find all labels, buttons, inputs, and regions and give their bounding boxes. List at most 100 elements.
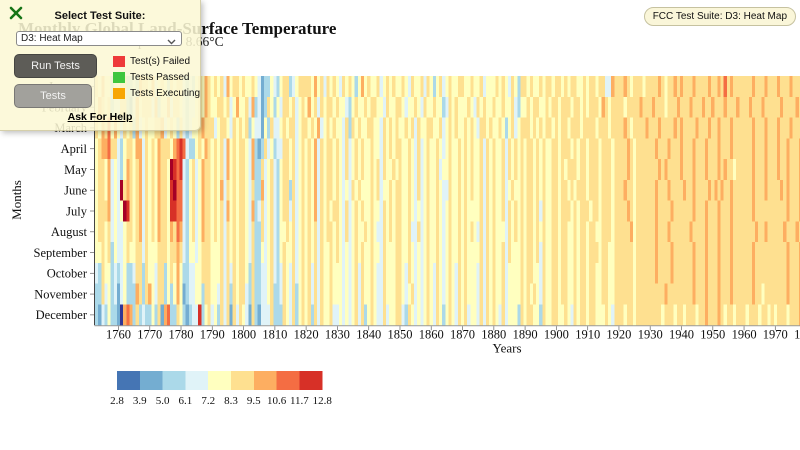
heatmap-cell[interactable] (498, 283, 502, 305)
heatmap-cell[interactable] (726, 179, 731, 201)
heatmap-cell[interactable] (245, 138, 249, 160)
heatmap-cell[interactable] (595, 242, 599, 264)
heatmap-cell[interactable] (554, 200, 559, 222)
heatmap-cell[interactable] (338, 159, 343, 181)
heatmap-cell[interactable] (664, 117, 668, 139)
heatmap-cell[interactable] (138, 200, 143, 222)
heatmap-cell[interactable] (551, 221, 556, 243)
heatmap-cell[interactable] (442, 179, 446, 201)
heatmap-cell[interactable] (116, 159, 121, 181)
heatmap-cell[interactable] (213, 179, 218, 201)
heatmap-cell[interactable] (313, 262, 318, 284)
heatmap-cell[interactable] (379, 96, 384, 118)
heatmap-cell[interactable] (242, 242, 246, 264)
heatmap-cell[interactable] (310, 283, 315, 305)
heatmap-cell[interactable] (523, 221, 528, 243)
heatmap-cell[interactable] (392, 200, 396, 222)
heatmap-cell[interactable] (129, 304, 133, 326)
heatmap-cell[interactable] (679, 76, 684, 98)
heatmap-cell[interactable] (604, 200, 609, 222)
heatmap-cell[interactable] (620, 117, 624, 139)
heatmap-cell[interactable] (207, 283, 212, 305)
heatmap-cell[interactable] (692, 76, 696, 98)
heatmap-cell[interactable] (798, 221, 800, 243)
heatmap-cell[interactable] (670, 283, 675, 305)
heatmap-cell[interactable] (141, 262, 146, 284)
heatmap-cell[interactable] (435, 200, 440, 222)
heatmap-cell[interactable] (626, 138, 631, 160)
heatmap-cell[interactable] (154, 138, 158, 160)
heatmap-cell[interactable] (776, 242, 781, 264)
heatmap-cell[interactable] (658, 200, 662, 222)
heatmap-cell[interactable] (220, 76, 224, 98)
heatmap-cell[interactable] (126, 159, 130, 181)
heatmap-cell[interactable] (673, 200, 678, 222)
heatmap-cell[interactable] (498, 304, 502, 326)
heatmap-cell[interactable] (276, 179, 280, 201)
heatmap-cell[interactable] (198, 138, 202, 160)
heatmap-cell[interactable] (432, 262, 437, 284)
heatmap-cell[interactable] (401, 242, 406, 264)
heatmap-cell[interactable] (385, 283, 390, 305)
heatmap-cell[interactable] (486, 283, 490, 305)
heatmap-cell[interactable] (755, 138, 759, 160)
heatmap-cell[interactable] (551, 242, 556, 264)
heatmap-cell[interactable] (476, 221, 481, 243)
heatmap-cell[interactable] (292, 304, 296, 326)
heatmap-cell[interactable] (586, 138, 590, 160)
heatmap-cell[interactable] (561, 117, 565, 139)
heatmap-cell[interactable] (536, 159, 540, 181)
heatmap-cell[interactable] (592, 138, 596, 160)
heatmap-cell[interactable] (736, 76, 740, 98)
heatmap-cell[interactable] (776, 221, 781, 243)
heatmap-cell[interactable] (629, 179, 634, 201)
heatmap-cell[interactable] (448, 159, 452, 181)
heatmap-cell[interactable] (620, 159, 624, 181)
heatmap-cell[interactable] (798, 200, 800, 222)
heatmap-cell[interactable] (338, 138, 343, 160)
heatmap-cell[interactable] (695, 304, 700, 326)
heatmap-cell[interactable] (460, 96, 465, 118)
heatmap-cell[interactable] (664, 283, 668, 305)
heatmap-cell[interactable] (364, 200, 368, 222)
heatmap-cell[interactable] (376, 304, 380, 326)
heatmap-cell[interactable] (729, 138, 734, 160)
heatmap-cell[interactable] (232, 304, 237, 326)
heatmap-cell[interactable] (648, 221, 653, 243)
heatmap-cell[interactable] (633, 179, 637, 201)
heatmap-cell[interactable] (404, 138, 409, 160)
heatmap-cell[interactable] (780, 159, 784, 181)
heatmap-cell[interactable] (176, 262, 180, 284)
heatmap-cell[interactable] (182, 283, 187, 305)
heatmap-cell[interactable] (667, 138, 671, 160)
heatmap-cell[interactable] (323, 200, 327, 222)
heatmap-cell[interactable] (745, 179, 750, 201)
heatmap-cell[interactable] (623, 283, 628, 305)
heatmap-cell[interactable] (235, 283, 240, 305)
heatmap-cell[interactable] (348, 304, 352, 326)
heatmap-cell[interactable] (570, 76, 574, 98)
heatmap-cell[interactable] (460, 262, 465, 284)
heatmap-cell[interactable] (257, 200, 262, 222)
heatmap-cell[interactable] (589, 262, 593, 284)
heatmap-cell[interactable] (523, 138, 528, 160)
heatmap-cell[interactable] (758, 138, 762, 160)
heatmap-cell[interactable] (595, 221, 599, 243)
heatmap-cell[interactable] (288, 138, 293, 160)
heatmap-cell[interactable] (701, 96, 706, 118)
heatmap-cell[interactable] (670, 200, 675, 222)
heatmap-cell[interactable] (795, 96, 800, 118)
heatmap-cell[interactable] (245, 200, 249, 222)
heatmap-cell[interactable] (686, 262, 690, 284)
heatmap-cell[interactable] (554, 262, 559, 284)
heatmap-cell[interactable] (511, 262, 515, 284)
heatmap-cell[interactable] (173, 242, 177, 264)
heatmap-cell[interactable] (489, 221, 493, 243)
heatmap-cell[interactable] (335, 200, 340, 222)
heatmap-cell[interactable] (129, 221, 133, 243)
heatmap-cell[interactable] (326, 304, 330, 326)
heatmap-cell[interactable] (642, 283, 646, 305)
heatmap-cell[interactable] (595, 179, 599, 201)
heatmap-cell[interactable] (160, 200, 165, 222)
heatmap-cell[interactable] (279, 117, 284, 139)
